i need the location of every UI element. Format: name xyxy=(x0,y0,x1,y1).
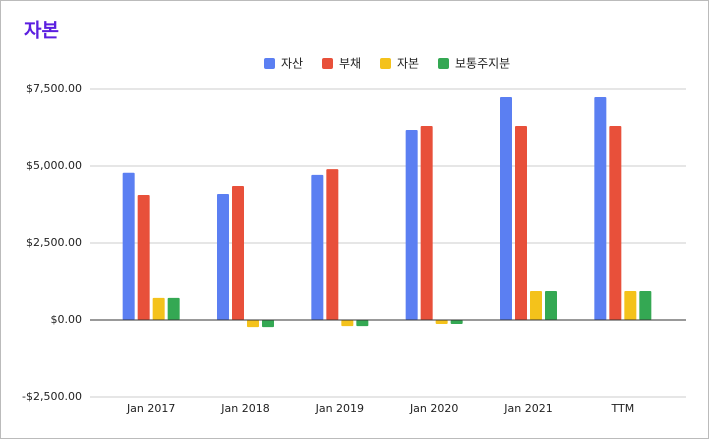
bar xyxy=(122,172,135,320)
bar xyxy=(594,97,607,321)
legend-label: 자산 xyxy=(281,57,303,71)
chart-title: 자본 xyxy=(24,20,59,42)
bar xyxy=(500,97,512,321)
bar xyxy=(435,320,448,325)
legend-label: 보통주지분 xyxy=(455,57,510,71)
legend-swatch xyxy=(380,58,391,69)
legend-swatch xyxy=(264,58,275,69)
bar xyxy=(624,291,637,320)
bar xyxy=(639,291,652,320)
x-tick-label: Jan 2020 xyxy=(409,402,458,415)
x-tick-label: Jan 2019 xyxy=(315,402,364,415)
bar xyxy=(152,297,165,320)
bar xyxy=(326,169,339,320)
x-tick-label: TTM xyxy=(610,402,634,415)
bar xyxy=(217,194,229,320)
bar xyxy=(545,291,557,320)
y-tick-label: -$2,500.00 xyxy=(22,390,82,403)
bar xyxy=(420,125,433,321)
legend-swatch xyxy=(438,58,449,69)
legend-label: 부채 xyxy=(339,57,361,71)
legend-swatch xyxy=(322,58,333,69)
legend-label: 자본 xyxy=(397,57,419,71)
bar xyxy=(137,194,150,320)
bar xyxy=(232,186,244,320)
x-tick-label: Jan 2018 xyxy=(220,402,269,415)
bar xyxy=(530,291,542,320)
y-tick-label: $0.00 xyxy=(51,313,83,326)
bar xyxy=(341,320,354,327)
y-tick-label: $5,000.00 xyxy=(26,159,82,172)
x-tick-label: Jan 2021 xyxy=(503,402,552,415)
bar xyxy=(167,297,180,320)
bar xyxy=(515,125,527,321)
y-tick-label: $7,500.00 xyxy=(26,82,82,95)
bar xyxy=(405,129,418,320)
bar xyxy=(356,320,369,327)
bar xyxy=(247,320,259,328)
x-tick-label: Jan 2017 xyxy=(126,402,175,415)
bar xyxy=(450,320,463,325)
bar xyxy=(609,125,622,321)
bar xyxy=(311,174,324,320)
bar xyxy=(262,320,274,328)
y-tick-label: $2,500.00 xyxy=(26,236,82,249)
